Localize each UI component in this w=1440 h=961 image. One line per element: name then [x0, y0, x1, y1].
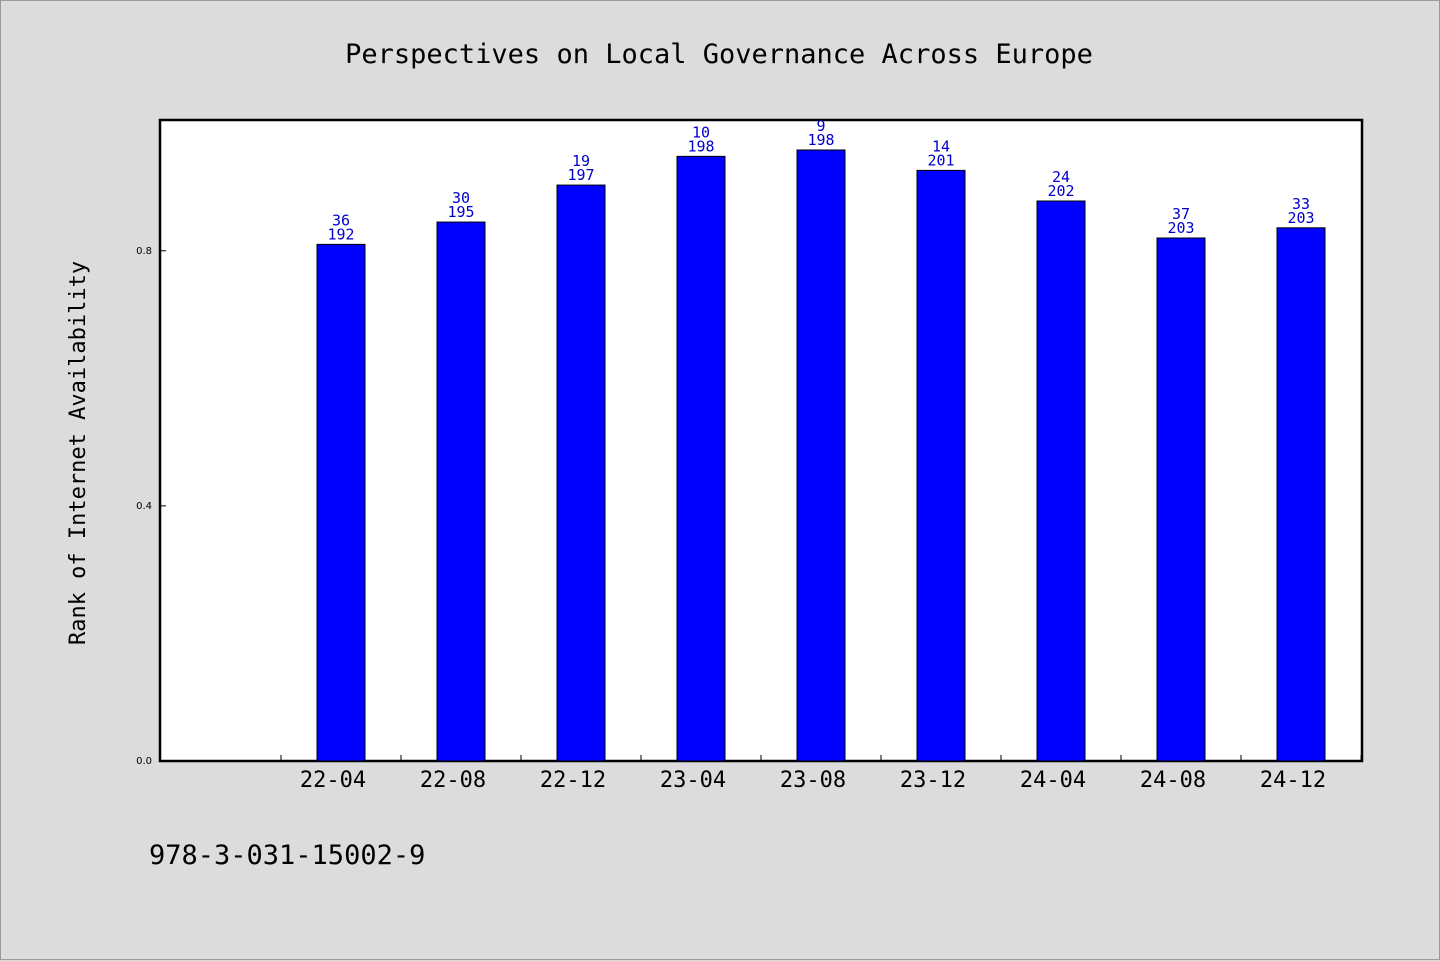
y-tick-label: 0.4 [136, 501, 152, 512]
x-tick-label: 22-12 [540, 768, 606, 793]
bar [556, 184, 606, 762]
x-tick-label: 24-12 [1260, 768, 1326, 793]
x-tick-group: 22-04 22-08 22-12 23-04 23-08 23-12 24-04 24-08… [280, 755, 1362, 793]
data-label-bottom: 198 [687, 137, 714, 155]
data-label-top: 9 [816, 117, 825, 135]
data-label-top: 24 [1052, 168, 1070, 186]
data-label-top: 30 [452, 189, 470, 207]
y-tick-label: 0.8 [136, 246, 152, 257]
x-tick-label: 24-08 [1140, 768, 1206, 793]
x-tick-label: 22-08 [420, 768, 486, 793]
y-axis-label: Rank of Internet Availability [66, 261, 91, 645]
bar [1156, 237, 1206, 762]
x-tick-label: 22-04 [300, 768, 366, 793]
bar [916, 169, 966, 762]
data-label-bottom: 195 [447, 203, 474, 221]
y-tick-label: 0.0 [136, 756, 152, 767]
chart-title: Perspectives on Local Governance Across … [345, 39, 1093, 70]
data-label-bottom: 203 [1167, 219, 1194, 237]
y-tick-group: 0.0 0.4 0.8 [136, 246, 166, 767]
bar [796, 149, 846, 762]
bar [1276, 227, 1326, 762]
bar [316, 243, 366, 762]
x-tick-label: 23-04 [660, 768, 726, 793]
data-label-top: 10 [692, 123, 710, 141]
x-tick-label: 24-04 [1020, 768, 1086, 793]
data-label-bottom: 203 [1287, 209, 1314, 227]
data-label-top: 36 [332, 211, 350, 229]
data-label-top: 33 [1292, 195, 1310, 213]
x-tick-label: 23-12 [900, 768, 966, 793]
data-label-top: 14 [932, 137, 950, 155]
bar [676, 155, 726, 762]
data-label-bottom: 197 [567, 166, 594, 184]
data-label-top: 37 [1172, 205, 1190, 223]
data-label-bottom: 202 [1047, 182, 1074, 200]
data-label-top: 19 [572, 152, 590, 170]
data-label-bottom: 201 [927, 151, 954, 169]
bar [436, 221, 486, 762]
data-label-bottom: 198 [807, 131, 834, 149]
bar [1036, 200, 1086, 762]
x-tick-label: 23-08 [780, 768, 846, 793]
bars-group [316, 149, 1326, 762]
isbn-footer: 978-3-031-15002-9 [149, 840, 425, 871]
data-label-bottom: 192 [327, 225, 354, 243]
